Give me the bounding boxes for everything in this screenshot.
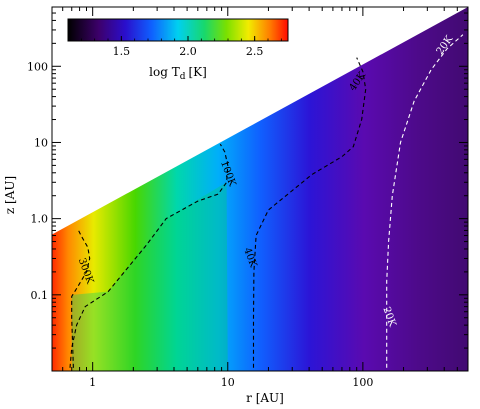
colorbar-label-unit: [K] bbox=[189, 65, 207, 79]
contour-line-20k bbox=[386, 34, 464, 368]
colorbar-tick-label: 2.5 bbox=[246, 45, 264, 58]
y-axis-label: z [AU] bbox=[3, 176, 17, 214]
colorbar-fill bbox=[67, 18, 289, 42]
colorbar-ticks: 1.5 2.0 2.5 bbox=[80, 36, 282, 58]
colorbar: 1.5 2.0 2.5 log Td [K] bbox=[67, 18, 289, 82]
colorbar-tick-label: 1.5 bbox=[113, 45, 131, 58]
contour-line-300k bbox=[71, 229, 91, 368]
x-tick-label: 100 bbox=[352, 376, 373, 389]
colorbar-label-main: log T bbox=[149, 65, 180, 79]
y-tick-label: 0.1 bbox=[31, 289, 49, 302]
plot-frame bbox=[51, 6, 469, 372]
colorbar-tick-label: 2.0 bbox=[179, 45, 197, 58]
x-tick-label: 10 bbox=[221, 376, 235, 389]
y-tick-label: 100 bbox=[27, 60, 48, 73]
y-axis: 0.1 1.0 10 100 bbox=[27, 6, 468, 372]
contour-line-40k bbox=[252, 57, 367, 368]
y-tick-label: 10 bbox=[34, 136, 48, 149]
colorbar-label: log Td [K] bbox=[149, 65, 207, 82]
hot-inner-wedge bbox=[71, 182, 228, 371]
colorbar-label-subscript: d bbox=[180, 72, 186, 82]
x-axis-label: r [AU] bbox=[246, 391, 284, 405]
contour-line-100k bbox=[69, 143, 229, 368]
x-axis: 1 10 100 bbox=[51, 7, 469, 389]
y-tick-label: 1.0 bbox=[31, 213, 49, 226]
x-tick-label: 1 bbox=[89, 376, 96, 389]
